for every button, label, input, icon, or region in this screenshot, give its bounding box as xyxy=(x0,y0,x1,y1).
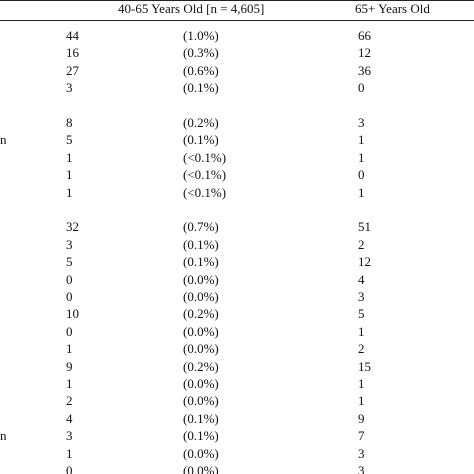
count-65plus: 9 xyxy=(358,410,365,426)
row-label: n xyxy=(0,428,7,444)
count-65plus: 36 xyxy=(358,62,371,78)
count-40-65: 0 xyxy=(66,289,73,304)
percent-40-65: (0.6%) xyxy=(183,62,219,78)
count-40-65: 1 xyxy=(66,184,73,200)
count-40-65: 10 xyxy=(66,306,79,322)
count-40-65: 1 xyxy=(66,376,73,391)
column-header: 40-65 Years Old [n = 4,605] xyxy=(118,1,265,16)
count-65plus: 2 xyxy=(358,341,365,357)
count-40-65: 1 xyxy=(66,445,73,461)
count-40-65: 27 xyxy=(66,62,79,78)
count-65plus: 5 xyxy=(358,306,365,322)
count-65plus: 3 xyxy=(358,445,365,461)
count-65plus: 7 xyxy=(358,428,365,444)
count-40-65: 9 xyxy=(66,358,73,374)
count-40-65: 2 xyxy=(66,393,73,409)
percent-40-65: (0.2%) xyxy=(183,115,219,130)
percent-40-65: (<0.1%) xyxy=(183,167,227,183)
count-40-65: 3 xyxy=(66,236,73,252)
count-40-65: 0 xyxy=(66,463,73,474)
count-40-65: 16 xyxy=(66,45,79,61)
percent-40-65: (0.0%) xyxy=(183,376,219,391)
count-65plus: 3 xyxy=(358,115,365,130)
count-65plus: 12 xyxy=(358,45,371,61)
count-65plus: 0 xyxy=(358,80,365,96)
count-65plus: 66 xyxy=(358,28,371,43)
percent-40-65: (0.0%) xyxy=(183,271,219,287)
count-65plus: 1 xyxy=(358,184,365,200)
top-rule xyxy=(0,0,474,1)
percent-40-65: (0.1%) xyxy=(183,80,219,96)
count-65plus: 1 xyxy=(358,393,365,409)
percent-40-65: (0.1%) xyxy=(183,236,219,252)
percent-40-65: (<0.1%) xyxy=(183,184,227,200)
count-65plus: 0 xyxy=(358,167,365,183)
percent-40-65: (1.0%) xyxy=(183,28,219,43)
count-65plus: 1 xyxy=(358,132,365,148)
count-65plus: 15 xyxy=(358,358,371,374)
count-65plus: 12 xyxy=(358,254,371,270)
count-40-65: 32 xyxy=(66,219,79,235)
percent-40-65: (0.7%) xyxy=(183,219,219,235)
percent-40-65: (<0.1%) xyxy=(183,149,227,165)
percent-40-65: (0.1%) xyxy=(183,132,219,148)
count-65plus: 4 xyxy=(358,271,365,287)
count-40-65: 5 xyxy=(66,132,73,148)
percent-40-65: (0.0%) xyxy=(183,445,219,461)
percent-40-65: (0.1%) xyxy=(183,254,219,270)
percent-40-65: (0.0%) xyxy=(183,393,219,409)
percent-40-65: (0.0%) xyxy=(183,323,219,339)
percent-40-65: (0.3%) xyxy=(183,45,219,61)
count-65plus: 3 xyxy=(358,463,365,474)
percent-40-65: (0.0%) xyxy=(183,463,219,474)
percent-40-65: (0.0%) xyxy=(183,289,219,304)
count-40-65: 1 xyxy=(66,149,73,165)
count-40-65: 4 xyxy=(66,410,73,426)
percent-40-65: (0.0%) xyxy=(183,341,219,357)
count-65plus: 1 xyxy=(358,323,365,339)
count-40-65: 1 xyxy=(66,341,73,357)
count-65plus: 3 xyxy=(358,289,365,304)
percent-40-65: (0.2%) xyxy=(183,306,219,322)
count-65plus: 51 xyxy=(358,219,371,235)
count-40-65: 1 xyxy=(66,167,73,183)
count-40-65: 44 xyxy=(66,28,79,43)
count-40-65: 3 xyxy=(66,428,73,444)
column-header: 65+ Years Old xyxy=(355,1,430,16)
header-rule xyxy=(0,20,474,21)
count-65plus: 1 xyxy=(358,376,365,391)
percent-40-65: (0.1%) xyxy=(183,428,219,444)
count-65plus: 1 xyxy=(358,149,365,165)
count-65plus: 2 xyxy=(358,236,365,252)
count-40-65: 0 xyxy=(66,323,73,339)
row-label: n xyxy=(0,132,7,148)
count-40-65: 8 xyxy=(66,115,73,130)
count-40-65: 0 xyxy=(66,271,73,287)
percent-40-65: (0.2%) xyxy=(183,358,219,374)
count-40-65: 5 xyxy=(66,254,73,270)
count-40-65: 3 xyxy=(66,80,73,96)
percent-40-65: (0.1%) xyxy=(183,410,219,426)
